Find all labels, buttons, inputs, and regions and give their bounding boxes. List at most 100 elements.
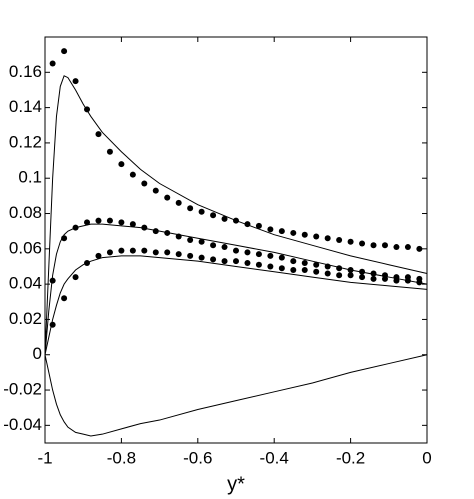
- curve: [44, 223, 428, 355]
- data-point: [370, 270, 377, 277]
- data-point: [95, 252, 102, 259]
- data-point: [244, 259, 251, 266]
- data-point: [359, 240, 366, 247]
- data-point: [290, 229, 297, 236]
- data-point: [95, 131, 102, 138]
- data-point: [347, 272, 354, 279]
- y-tick-label: 0.04: [9, 274, 42, 293]
- data-point: [416, 245, 423, 252]
- data-point: [233, 258, 239, 265]
- data-point: [118, 161, 125, 168]
- data-point: [210, 256, 217, 263]
- data-point: [313, 233, 320, 240]
- data-point: [301, 259, 308, 266]
- data-point: [370, 242, 377, 249]
- data-point: [313, 268, 320, 275]
- data-point: [359, 274, 366, 281]
- data-point: [210, 212, 217, 219]
- data-point: [336, 237, 343, 243]
- data-point: [152, 187, 159, 194]
- x-tick-label: 0: [422, 448, 431, 467]
- data-point: [198, 238, 205, 245]
- x-axis-label: y*: [227, 473, 245, 495]
- data-point: [255, 261, 262, 268]
- data-point: [255, 251, 262, 258]
- y-tick-label: 0.08: [9, 203, 42, 222]
- data-point: [152, 228, 159, 235]
- data-point: [393, 244, 400, 251]
- data-point: [255, 222, 262, 229]
- data-point: [221, 258, 228, 265]
- y-tick-label: -0.02: [3, 380, 42, 399]
- data-point: [198, 208, 205, 215]
- data-point: [129, 221, 136, 228]
- y-tick-label: 0.1: [18, 168, 42, 187]
- data-point: [175, 251, 182, 258]
- data-point: [49, 60, 56, 67]
- data-point: [72, 274, 79, 281]
- data-point: [106, 148, 113, 155]
- x-tick-label: -0.4: [260, 448, 289, 467]
- data-point: [233, 247, 239, 254]
- data-point: [267, 226, 274, 233]
- data-point: [278, 228, 285, 235]
- data-point: [84, 219, 91, 226]
- curve: [44, 255, 428, 355]
- data-point: [175, 199, 182, 206]
- data-point: [141, 224, 148, 231]
- y-tick-label: 0.16: [9, 62, 42, 81]
- data-point: [118, 219, 125, 226]
- data-point: [152, 249, 159, 256]
- y-tick-label: 0.02: [9, 309, 42, 328]
- y-tick-label: 0.12: [9, 132, 42, 151]
- curve: [44, 354, 428, 437]
- data-point: [221, 215, 228, 222]
- data-point: [95, 217, 102, 224]
- data-point: [370, 275, 377, 282]
- x-tick-label: -0.8: [107, 448, 136, 467]
- data-point: [301, 231, 308, 238]
- data-point: [324, 270, 331, 277]
- y-tick-label: 0.14: [9, 97, 42, 116]
- x-tick-label: -1: [37, 448, 52, 467]
- data-point: [141, 247, 148, 254]
- data-point: [244, 249, 251, 256]
- data-point: [129, 171, 136, 178]
- data-point: [221, 244, 228, 251]
- data-point: [129, 247, 136, 254]
- data-point: [381, 242, 388, 249]
- data-point: [187, 252, 194, 259]
- data-point: [381, 275, 388, 282]
- data-point: [324, 235, 331, 242]
- data-point: [336, 272, 343, 279]
- data-point: [187, 205, 194, 212]
- data-point: [290, 267, 297, 274]
- plot-frame: [44, 36, 428, 444]
- data-point: [49, 277, 56, 284]
- data-point: [118, 247, 125, 254]
- data-point: [347, 238, 354, 245]
- curve: [44, 75, 428, 355]
- data-point: [278, 265, 285, 272]
- data-point: [210, 242, 217, 249]
- data-point: [106, 217, 113, 224]
- data-point: [141, 180, 148, 187]
- data-point: [404, 244, 411, 251]
- data-point: [267, 263, 274, 270]
- data-point: [278, 254, 285, 261]
- data-point: [198, 254, 205, 261]
- y-tick-label: 0.06: [9, 238, 42, 257]
- x-tick-label: -0.2: [336, 448, 365, 467]
- data-point: [61, 48, 68, 55]
- data-point: [72, 78, 79, 85]
- y-tick-label: 0: [33, 344, 42, 363]
- data-point: [164, 194, 171, 201]
- data-point: [106, 249, 113, 256]
- data-point: [187, 237, 194, 243]
- x-tick-label: -0.6: [183, 448, 212, 467]
- data-point: [313, 261, 320, 268]
- data-point: [290, 258, 297, 265]
- y-tick-label: -0.04: [3, 415, 42, 434]
- data-point: [164, 249, 171, 256]
